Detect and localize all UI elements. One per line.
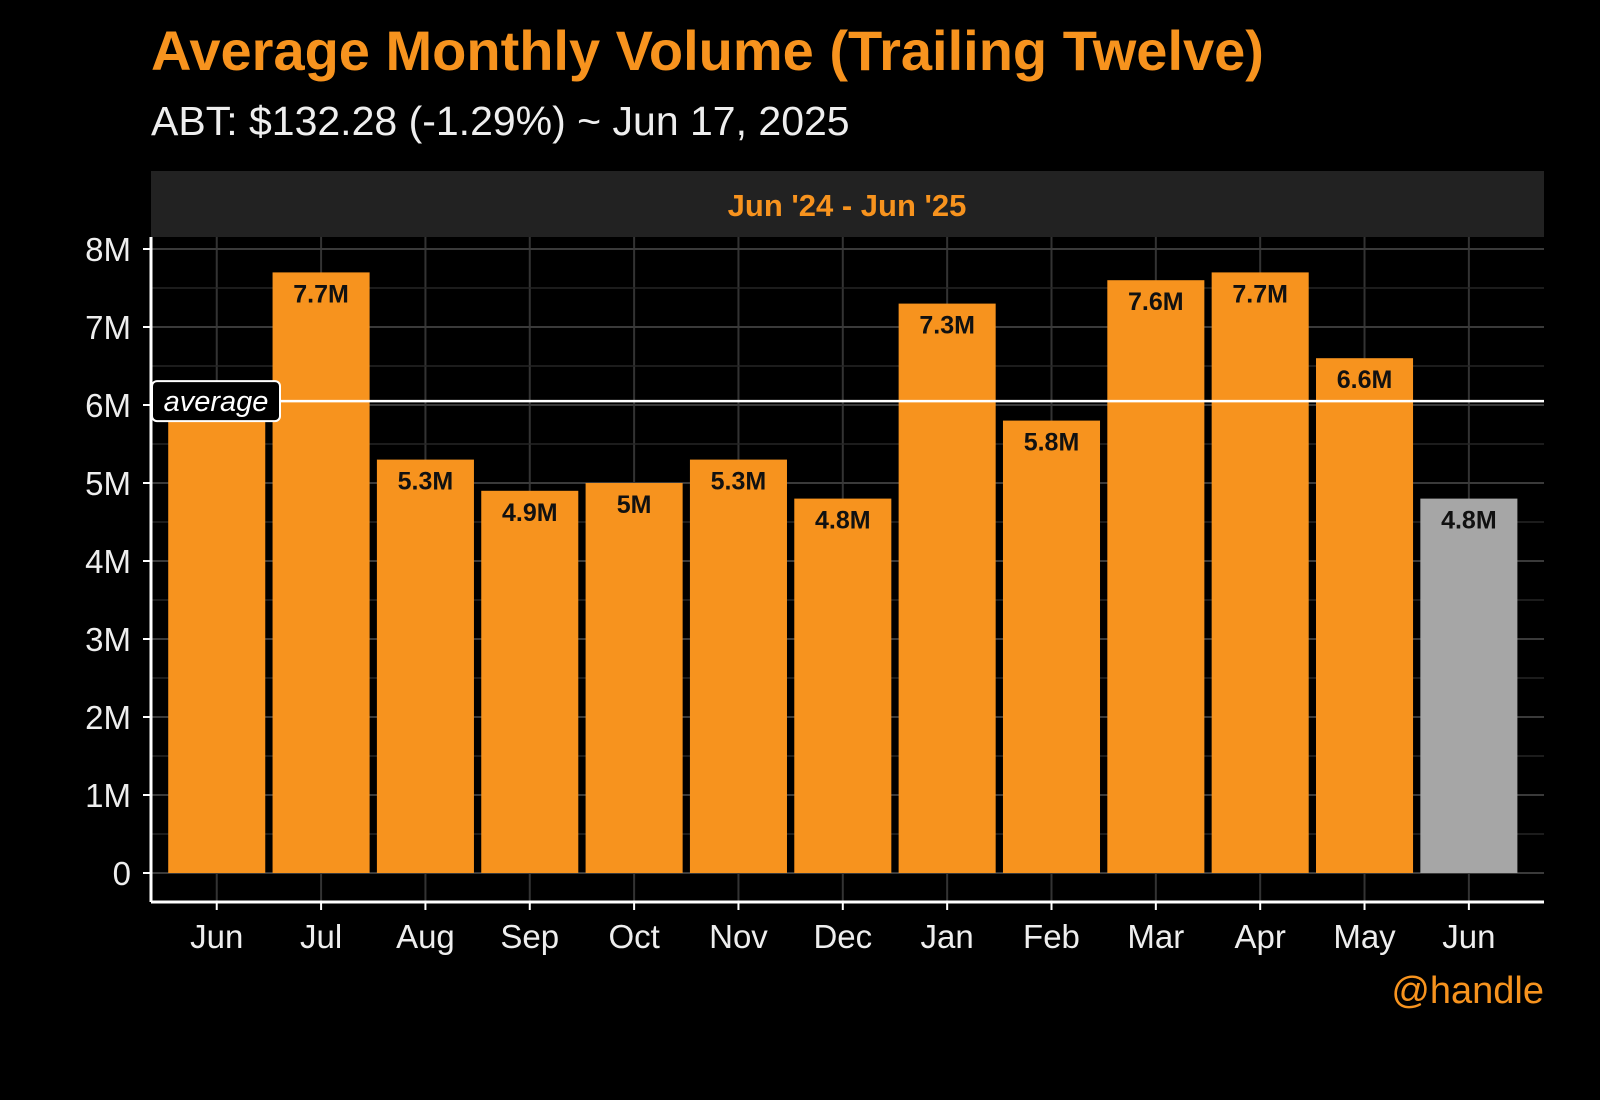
panel-strip — [151, 171, 1544, 237]
bar-sep-3 — [481, 490, 579, 873]
bar-jul-1 — [272, 272, 370, 873]
credit-handle: @handle — [1391, 970, 1544, 1012]
y-tick-label: 1M — [85, 777, 131, 814]
bar-value-label: 5M — [617, 491, 652, 519]
x-tick-label: Nov — [709, 918, 768, 955]
bar-value-label: 5.8M — [1024, 429, 1080, 457]
bar-value-label: 4.8M — [1441, 507, 1497, 535]
panel-strip-label: Jun '24 - Jun '25 — [728, 188, 967, 223]
bar-dec-6 — [794, 498, 892, 873]
y-tick-label: 5M — [85, 465, 131, 502]
bar-value-label: 7.7M — [293, 280, 349, 308]
bar-value-label: 5.3M — [398, 468, 454, 496]
bar-value-label: 7.7M — [1232, 280, 1288, 308]
x-tick-label: Jul — [300, 918, 342, 955]
y-tick-label: 2M — [85, 699, 131, 736]
x-tick-label: May — [1333, 918, 1396, 955]
bar-aug-2 — [376, 459, 474, 873]
y-tick-label: 3M — [85, 621, 131, 658]
bar-jun-12 — [1420, 498, 1518, 873]
y-tick-label: 6M — [85, 387, 131, 424]
chart-subtitle: ABT: $132.28 (-1.29%) ~ Jun 17, 2025 — [151, 98, 850, 144]
bar-value-label: 7.3M — [919, 312, 975, 340]
x-tick-label: Mar — [1127, 918, 1184, 955]
bar-value-label: 7.6M — [1128, 288, 1184, 316]
x-tick-label: Feb — [1023, 918, 1080, 955]
x-tick-label: Jun — [190, 918, 243, 955]
y-tick-label: 4M — [85, 543, 131, 580]
axes: 0 1M 2M 3M 4M 5M 6M 7M 8M Jun Jul Aug Sep Oct Nov Dec Ja… — [85, 231, 1544, 955]
bar-apr-10 — [1211, 272, 1309, 873]
x-tick-label: Jun — [1442, 918, 1495, 955]
x-tick-label: Oct — [608, 918, 659, 955]
bar-oct-4 — [585, 483, 683, 873]
bars — [168, 272, 1518, 874]
bar-value-label: 4.9M — [502, 499, 558, 527]
bar-jan-7 — [898, 303, 996, 874]
x-tick-label: Aug — [396, 918, 455, 955]
x-tick-label: Dec — [813, 918, 872, 955]
average-line-group: average — [151, 380, 1544, 423]
bar-value-labels: 7.7M 5.3M 4.9M 5M 5.3M 4.8M 7.3M 5.8M 7.6M 7.7M 6.… — [293, 280, 1496, 534]
bar-value-label: 4.8M — [815, 507, 871, 535]
bar-nov-5 — [689, 459, 787, 873]
x-tick-label: Sep — [500, 918, 559, 955]
bar-value-label: 5.3M — [711, 468, 767, 496]
bar-value-label: 6.6M — [1337, 366, 1393, 394]
x-tick-label: Apr — [1235, 918, 1286, 955]
bar-mar-9 — [1107, 280, 1205, 873]
bar-jun-0 — [168, 405, 266, 873]
x-tick-label: Jan — [921, 918, 974, 955]
bar-feb-8 — [1002, 420, 1101, 873]
bar-may-11 — [1316, 358, 1414, 873]
y-tick-label: 8M — [85, 231, 131, 268]
average-label: average — [164, 386, 269, 418]
y-tick-label: 7M — [85, 309, 131, 346]
chart-title: Average Monthly Volume (Trailing Twelve) — [151, 19, 1264, 82]
y-tick-label: 0 — [113, 855, 131, 892]
